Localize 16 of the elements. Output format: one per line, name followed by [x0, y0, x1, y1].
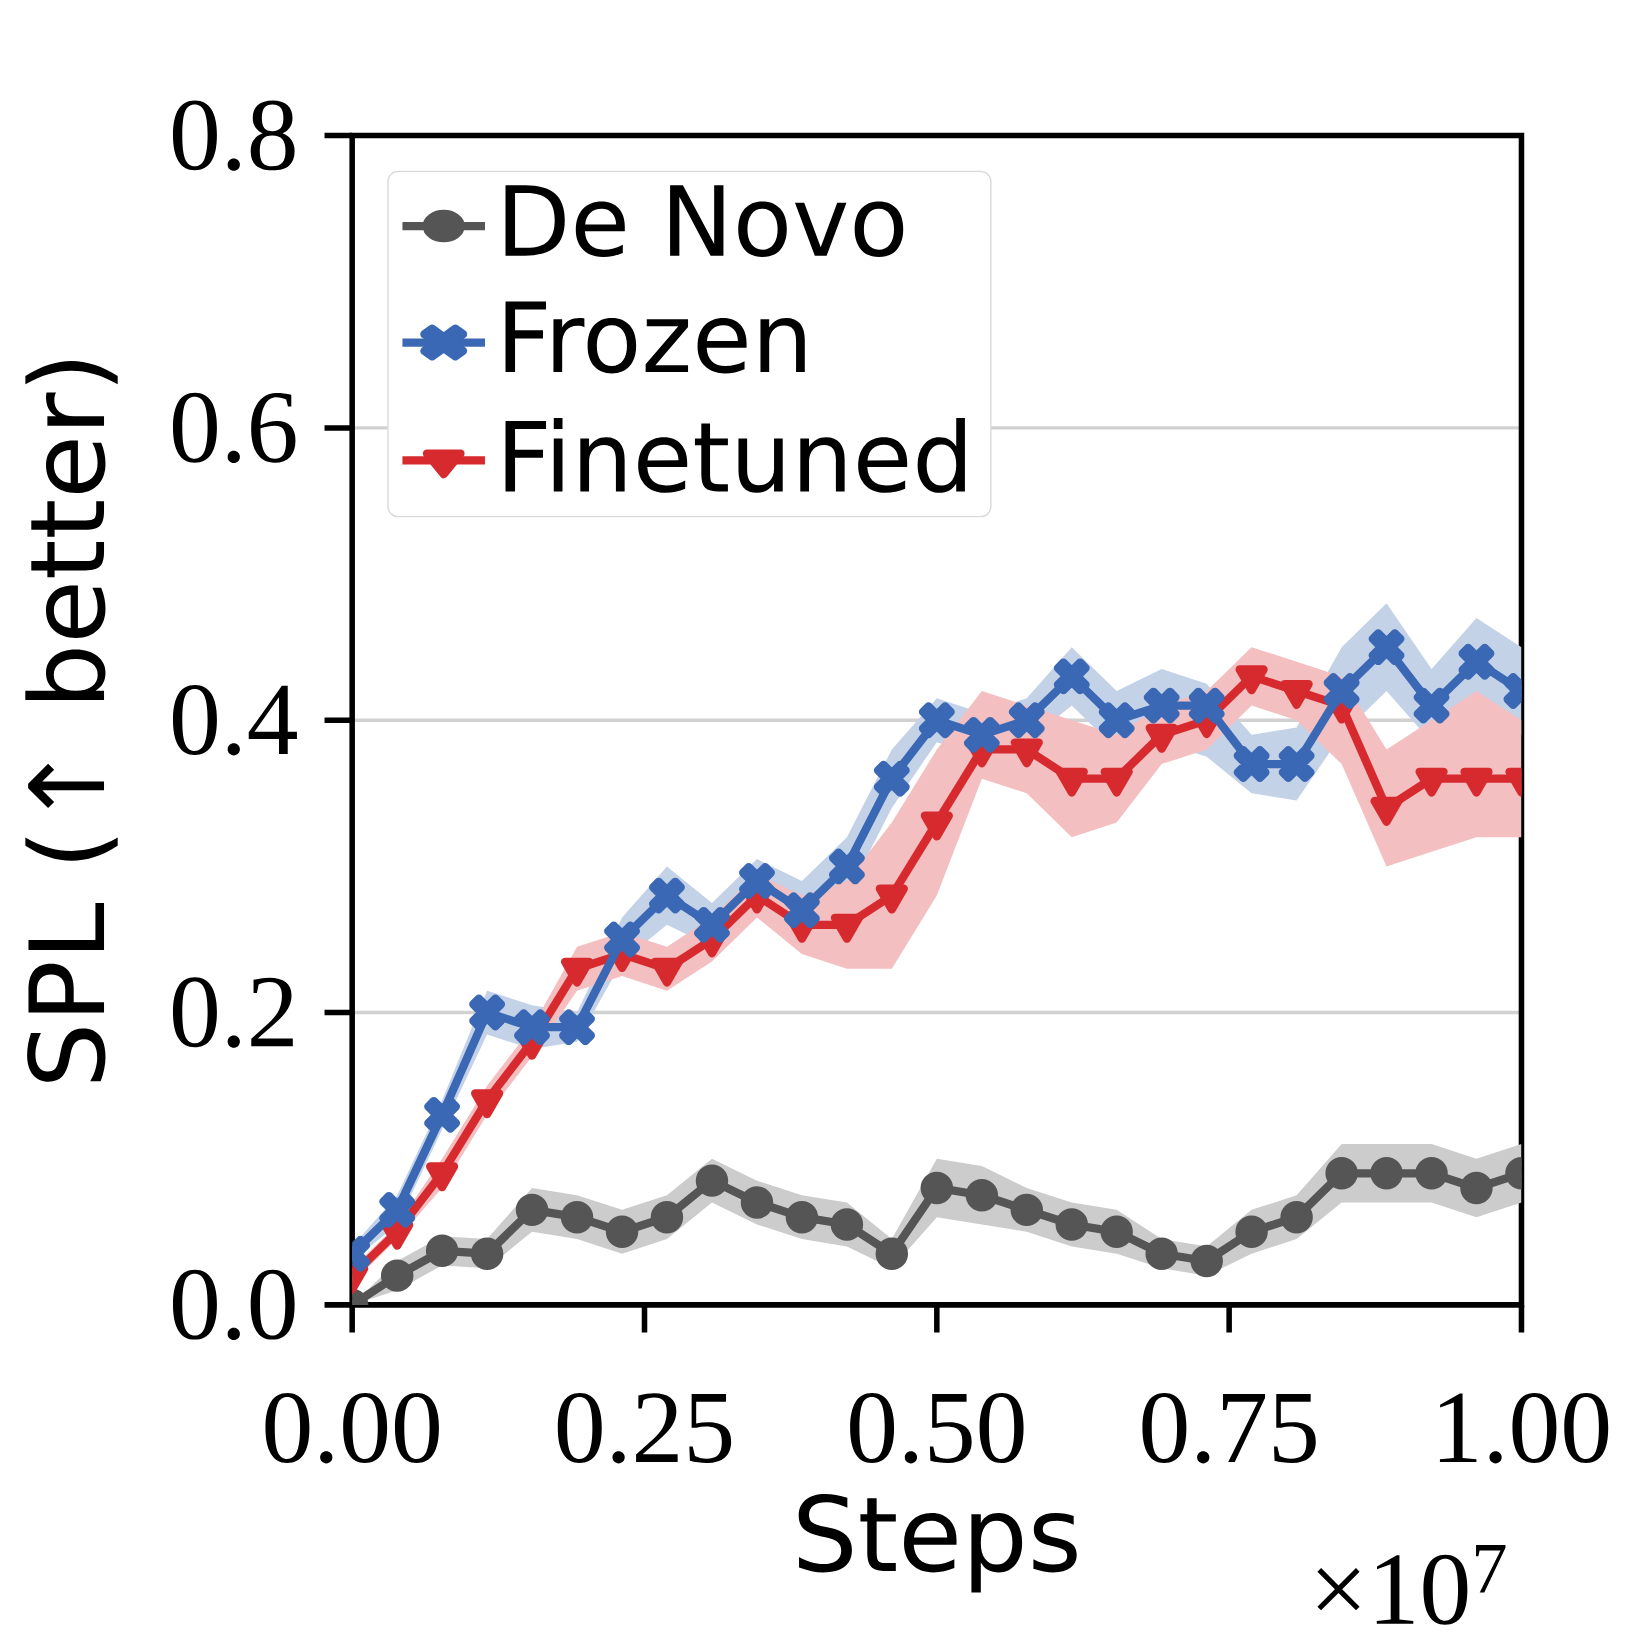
x-tick-label: 0.75	[1142, 1393, 1316, 1464]
x-tick-label: 0.00	[265, 1393, 439, 1464]
y-axis-title: SPL (↑ better)	[25, 360, 118, 1082]
legend-label: De Novo	[505, 185, 904, 257]
y-tick-label: 0.2	[172, 977, 293, 1048]
legend-label: Frozen	[505, 301, 805, 374]
y-tick-label: 0.0	[172, 1269, 295, 1341]
x-tick-label: 1.00	[1439, 1393, 1609, 1464]
y-tick-label: 0.6	[172, 392, 296, 464]
legend-label: Finetuned	[505, 418, 965, 493]
y-tick-label: 0.8	[172, 100, 295, 171]
text: ×10$^{7}$	[1317, 1544, 1506, 1625]
y-tick-label: 0.4	[172, 685, 297, 756]
x-tick-label: 0.25	[557, 1393, 731, 1464]
x-axis-title: Steps	[798, 1494, 1077, 1593]
x-tick-label: 0.50	[849, 1393, 1024, 1464]
